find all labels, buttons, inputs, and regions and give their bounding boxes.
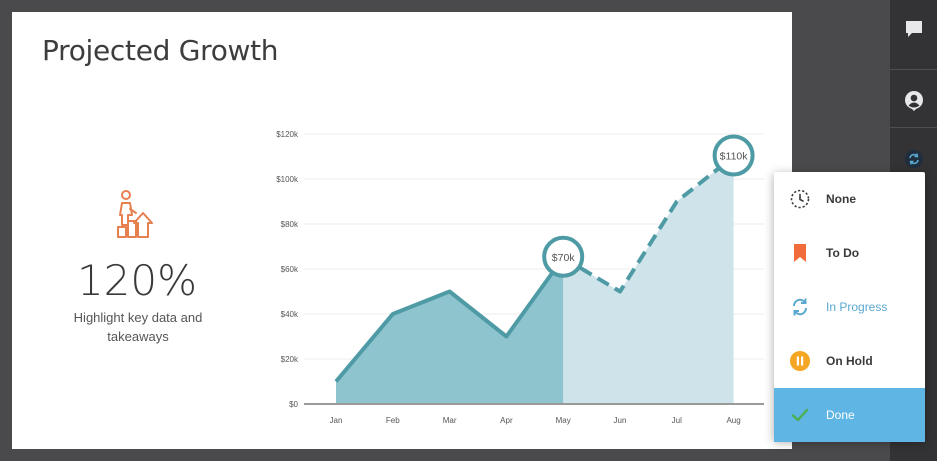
annotation-circle [542,235,585,278]
rail-divider [890,127,937,128]
x-tick-label: Mar [443,416,457,425]
comment-icon [905,21,922,37]
status-menu: None To Do In Progress On Hold [774,172,925,442]
slide-title: Projected Growth [42,34,279,67]
x-tick-label: Jul [672,416,682,425]
actual-series-line [334,256,565,383]
clock-dashed-icon [790,189,810,209]
rail-comment-button[interactable] [890,0,937,58]
actual-area [336,257,564,404]
projected-area [563,156,734,404]
projected-growth-chart: $0 $20k $40k $60k $80k $100k $120k Jan Feb Mar Apr… [276,130,764,425]
status-option-done[interactable]: Done [774,388,925,442]
rail-divider [890,69,937,70]
x-tick-label: May [556,416,571,425]
rail-user-button[interactable] [890,72,937,130]
projected-series-line [562,154,735,294]
sync-icon [904,150,923,168]
y-tick-label: $100k [276,175,299,184]
status-option-label: In Progress [826,300,888,314]
x-tick-label: Jun [614,416,627,425]
y-tick-label: $0 [289,400,298,409]
x-tick-label: Jan [330,416,343,425]
rail-status-button[interactable] [890,130,937,188]
growth-person-icon [117,190,153,238]
y-tick-label: $40k [281,310,299,319]
y-tick-label: $60k [281,265,299,274]
stat-description: Highlight key data and takeaways [73,310,203,344]
bookmark-icon [794,244,806,262]
y-tick-label: $20k [281,355,299,364]
status-option-in-progress[interactable]: In Progress [774,280,925,334]
status-option-label: None [826,192,856,206]
status-option-label: To Do [826,246,860,260]
status-option-none[interactable]: None [774,172,925,226]
x-tick-label: Feb [386,416,400,425]
x-tick-label: Aug [726,416,740,425]
x-tick-label: Apr [500,416,513,425]
slide-canvas: Projected Growth 120% Highlight key data… [12,12,792,449]
sync-icon [792,298,808,316]
status-option-label: On Hold [826,354,873,368]
y-tick-label: $120k [276,130,299,139]
user-icon [904,91,923,111]
y-tick-label: $80k [281,220,299,229]
annotation-label: $70k [552,252,576,264]
stat-value: 120% [76,256,198,305]
annotation-circle [712,134,755,177]
status-option-label: Done [826,408,855,422]
pause-icon [790,351,810,371]
check-icon [791,408,809,422]
status-option-on-hold[interactable]: On Hold [774,334,925,388]
annotation-label: $110k [720,151,749,163]
status-option-todo[interactable]: To Do [774,226,925,280]
